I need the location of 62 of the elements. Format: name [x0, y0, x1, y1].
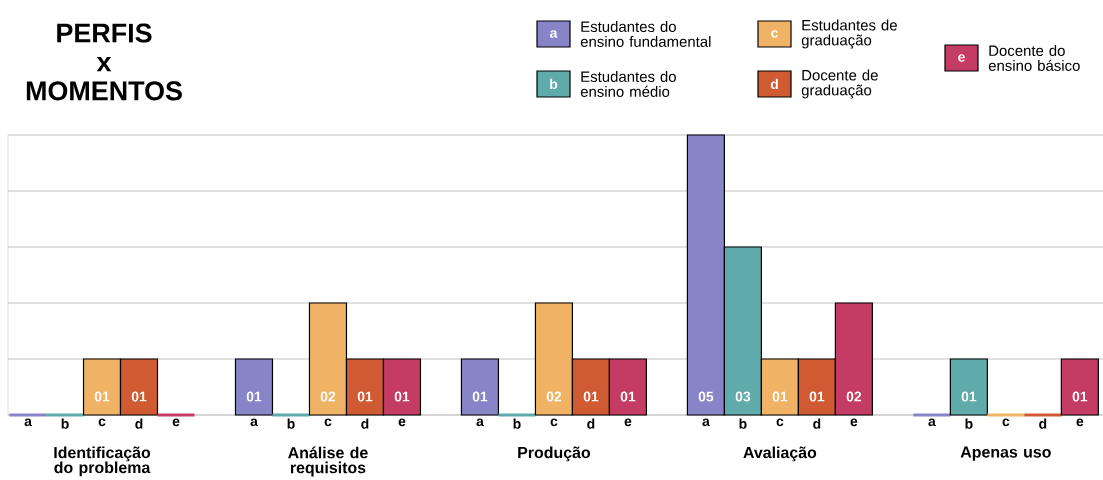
legend-label: Estudantes do ensino médio	[580, 71, 676, 97]
text: a	[928, 418, 936, 427]
legend-label: Docente de graduação	[801, 69, 878, 99]
data-label: 01	[583, 391, 599, 402]
legend-label: Docente do ensino básico	[988, 45, 1080, 71]
data-label: 01	[772, 391, 788, 402]
legend-label: Estudantes do ensino fundamental	[580, 21, 711, 47]
text: b	[550, 78, 558, 90]
data-label: 01	[809, 391, 825, 402]
data-label: 01	[1072, 391, 1088, 402]
text: e	[624, 418, 632, 427]
legend-label: Estudantes de graduação	[801, 19, 897, 49]
data-label: 01	[131, 391, 147, 402]
text: c	[776, 418, 784, 427]
text: d	[587, 418, 595, 429]
x-tick-label: Produção	[518, 446, 591, 462]
text: b	[739, 418, 747, 429]
data-label: 01	[246, 391, 262, 402]
text: b	[287, 418, 295, 429]
data-label: 02	[320, 391, 336, 402]
text: d	[770, 78, 778, 90]
data-label: 03	[735, 391, 751, 402]
text: e	[1076, 418, 1084, 427]
text: e	[958, 54, 965, 62]
data-label: 01	[961, 391, 977, 402]
data-label: 01	[472, 391, 488, 402]
x-tick-label: Identificação do problema	[54, 446, 151, 477]
text: d	[361, 418, 369, 429]
text: a	[550, 30, 558, 38]
bar	[1060, 358, 1099, 416]
bar	[234, 358, 274, 416]
chart-title: PERFIS x MOMENTOS	[26, 23, 182, 101]
text: c	[1002, 418, 1010, 427]
text: c	[550, 418, 558, 427]
text: b	[965, 418, 973, 429]
data-label: 01	[94, 391, 110, 402]
text: c	[98, 418, 106, 427]
data-label: 01	[357, 391, 373, 402]
text: d	[813, 418, 821, 429]
text: e	[398, 418, 406, 427]
data-label: 05	[698, 391, 714, 402]
text: c	[771, 30, 778, 38]
bar	[949, 358, 988, 416]
text: a	[702, 418, 710, 427]
data-label: 02	[546, 391, 562, 402]
text: a	[24, 418, 32, 427]
x-tick-label: Apenas uso	[960, 446, 1051, 461]
bar	[460, 358, 500, 416]
text: c	[324, 418, 332, 427]
data-label: 02	[846, 391, 862, 402]
text: d	[135, 418, 143, 429]
data-label: 01	[620, 391, 636, 402]
x-tick-label: Análise de requisitos	[288, 446, 368, 477]
text: d	[1039, 418, 1047, 429]
text: b	[61, 418, 69, 429]
text: b	[513, 418, 521, 429]
data-label: 01	[394, 391, 410, 402]
text: e	[850, 418, 858, 427]
text: a	[476, 418, 484, 427]
text: a	[250, 418, 258, 427]
x-tick-label: Avaliação	[743, 446, 817, 462]
text: e	[172, 418, 180, 427]
